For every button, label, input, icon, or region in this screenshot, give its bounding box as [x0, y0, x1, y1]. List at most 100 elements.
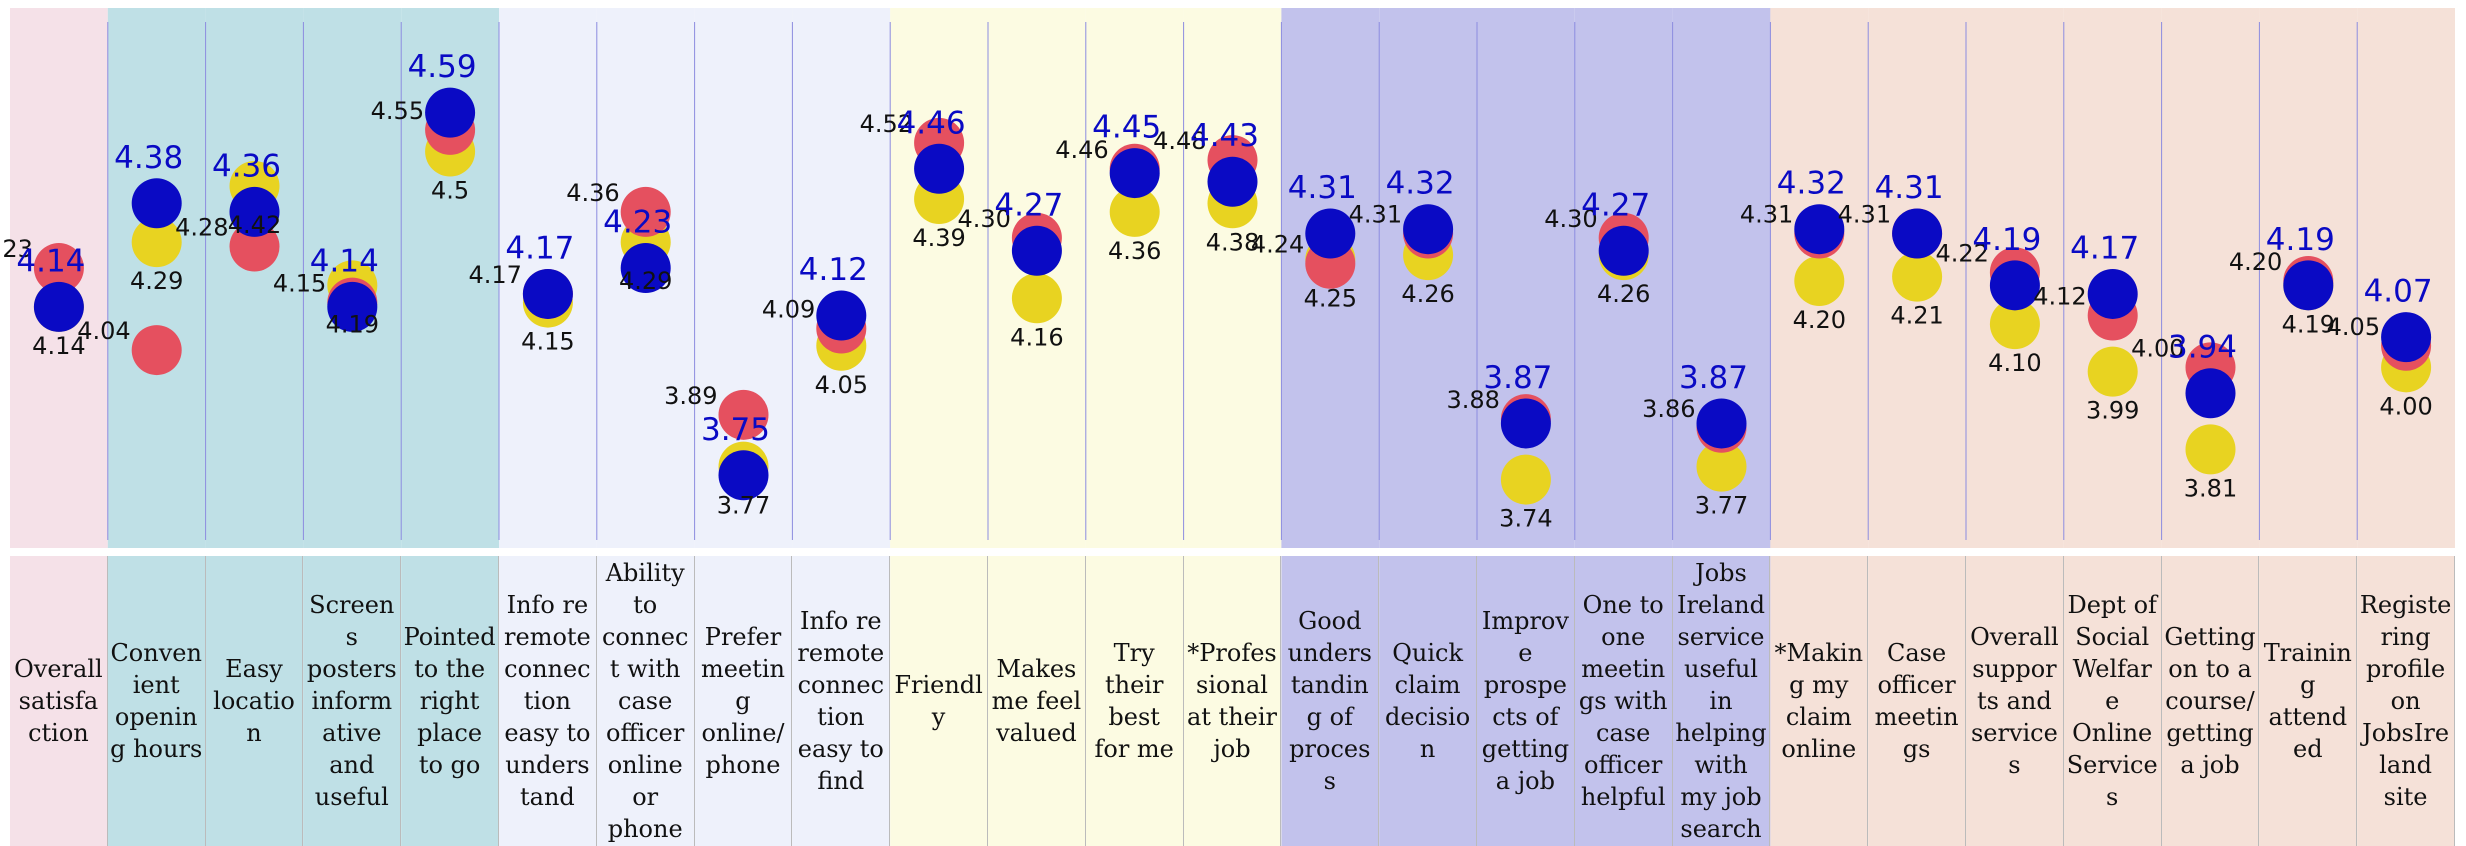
value-label: 4.17 [505, 230, 574, 266]
dot [1403, 204, 1454, 255]
value-label: 4.29 [619, 267, 672, 295]
value-label: 4.39 [912, 224, 965, 252]
label-background [1477, 556, 1575, 846]
value-label: 4.19 [1972, 222, 2041, 258]
value-label: 4.46 [897, 105, 966, 141]
label-background [2357, 556, 2455, 846]
dot [2185, 424, 2236, 475]
label-background [1672, 556, 1771, 846]
value-label: 4.36 [566, 179, 619, 207]
value-label: 4.30 [957, 205, 1010, 233]
dot [718, 450, 769, 501]
value-label: 3.75 [701, 412, 770, 448]
dot [718, 389, 769, 440]
dot [1500, 398, 1551, 449]
label-background [988, 556, 1086, 846]
column-background [1085, 8, 1184, 548]
category-label: Registering profile on JobsIreland site [2357, 556, 2455, 846]
dot [131, 217, 182, 268]
value-label: 3.77 [717, 492, 770, 520]
value-label: 4.27 [1581, 187, 1650, 223]
category-label: Friendly [890, 556, 988, 846]
dot [1696, 441, 1747, 492]
dot [1305, 208, 1356, 259]
dot [1794, 204, 1845, 255]
value-label: 4.00 [2379, 392, 2432, 420]
value-label: 4.12 [799, 252, 868, 288]
label-background [1868, 556, 1966, 846]
value-label: 3.74 [1499, 505, 1552, 533]
category-label: Try their best for me [1086, 556, 1184, 846]
category-label: Prefer meeting online/ phone [695, 556, 793, 846]
value-label: 4.17 [468, 261, 521, 289]
label-background [2161, 556, 2260, 846]
value-label: 4.31 [1740, 201, 1793, 229]
label-background [303, 556, 402, 846]
label-background [694, 556, 793, 846]
column-background [205, 8, 304, 548]
value-label: 4.38 [114, 140, 183, 176]
value-label: 4.5 [431, 177, 469, 205]
column-background [792, 8, 891, 548]
category-label: Screens posters informative and useful [303, 556, 402, 846]
dot [1696, 398, 1747, 449]
value-label: 4.23 [603, 205, 672, 241]
value-label: 4.00 [2131, 334, 2184, 362]
value-label: 3.81 [2184, 474, 2237, 502]
value-label: 4.16 [1010, 323, 1063, 351]
label-background [1966, 556, 2064, 846]
category-label: Convenient opening hours [108, 556, 206, 846]
category-label: Dept of Social Welfare Online Services [2064, 556, 2162, 846]
category-label: Jobs Ireland service useful in helping w… [1673, 556, 1771, 846]
dot [425, 87, 476, 138]
category-label: Case officer meetings [1868, 556, 1966, 846]
value-label: 4.14 [32, 332, 85, 360]
label-background [2259, 556, 2358, 846]
category-label: Easy location [206, 556, 304, 846]
value-label: 3.77 [1695, 492, 1748, 520]
value-label: 4.25 [1304, 284, 1357, 312]
value-label: 4.05 [2327, 313, 2380, 341]
label-background [401, 556, 499, 846]
category-label: Overall supports and services [1966, 556, 2064, 846]
dot [1011, 225, 1062, 276]
dot [1598, 225, 1649, 276]
category-label: *Making my claim online [1770, 556, 1869, 846]
dot [131, 178, 182, 229]
dot [2087, 346, 2138, 397]
value-label: 3.87 [1483, 360, 1552, 396]
value-label: 4.20 [1793, 306, 1846, 334]
value-label: 4.59 [408, 49, 477, 85]
value-label: 3.86 [1642, 395, 1695, 423]
category-label: One to one meetings with case officer he… [1575, 556, 1673, 846]
value-label: 4.09 [762, 295, 815, 323]
value-label: 4.14 [16, 243, 85, 279]
dot [1109, 148, 1160, 199]
value-label: 4.27 [994, 187, 1063, 223]
value-label: 4.19 [326, 310, 379, 338]
label-background [205, 556, 304, 846]
value-label: 4.29 [130, 267, 183, 295]
category-label: Makes me feel valued [988, 556, 1086, 846]
dot [816, 290, 867, 341]
value-label: 4.24 [1251, 231, 1304, 259]
label-background [596, 556, 695, 846]
category-label: Getting on to a course/ getting a job [2162, 556, 2260, 846]
value-label: 4.36 [212, 148, 281, 184]
value-label: 3.89 [664, 382, 717, 410]
value-label: 4.15 [273, 270, 326, 298]
value-label: 4.05 [815, 371, 868, 399]
value-label: 4.32 [1386, 166, 1455, 202]
value-label: 4.19 [2266, 222, 2335, 258]
value-label: 4.36 [1108, 237, 1161, 265]
category-label: Overall satisfaction [10, 556, 108, 846]
label-background [2063, 556, 2162, 846]
value-label: 3.99 [2086, 397, 2139, 425]
category-label: Info re remote connection easy to unders… [499, 556, 597, 846]
value-label: 3.94 [2168, 330, 2237, 366]
value-label: 4.55 [371, 97, 424, 125]
dot [229, 221, 280, 272]
value-label: 4.14 [310, 243, 379, 279]
